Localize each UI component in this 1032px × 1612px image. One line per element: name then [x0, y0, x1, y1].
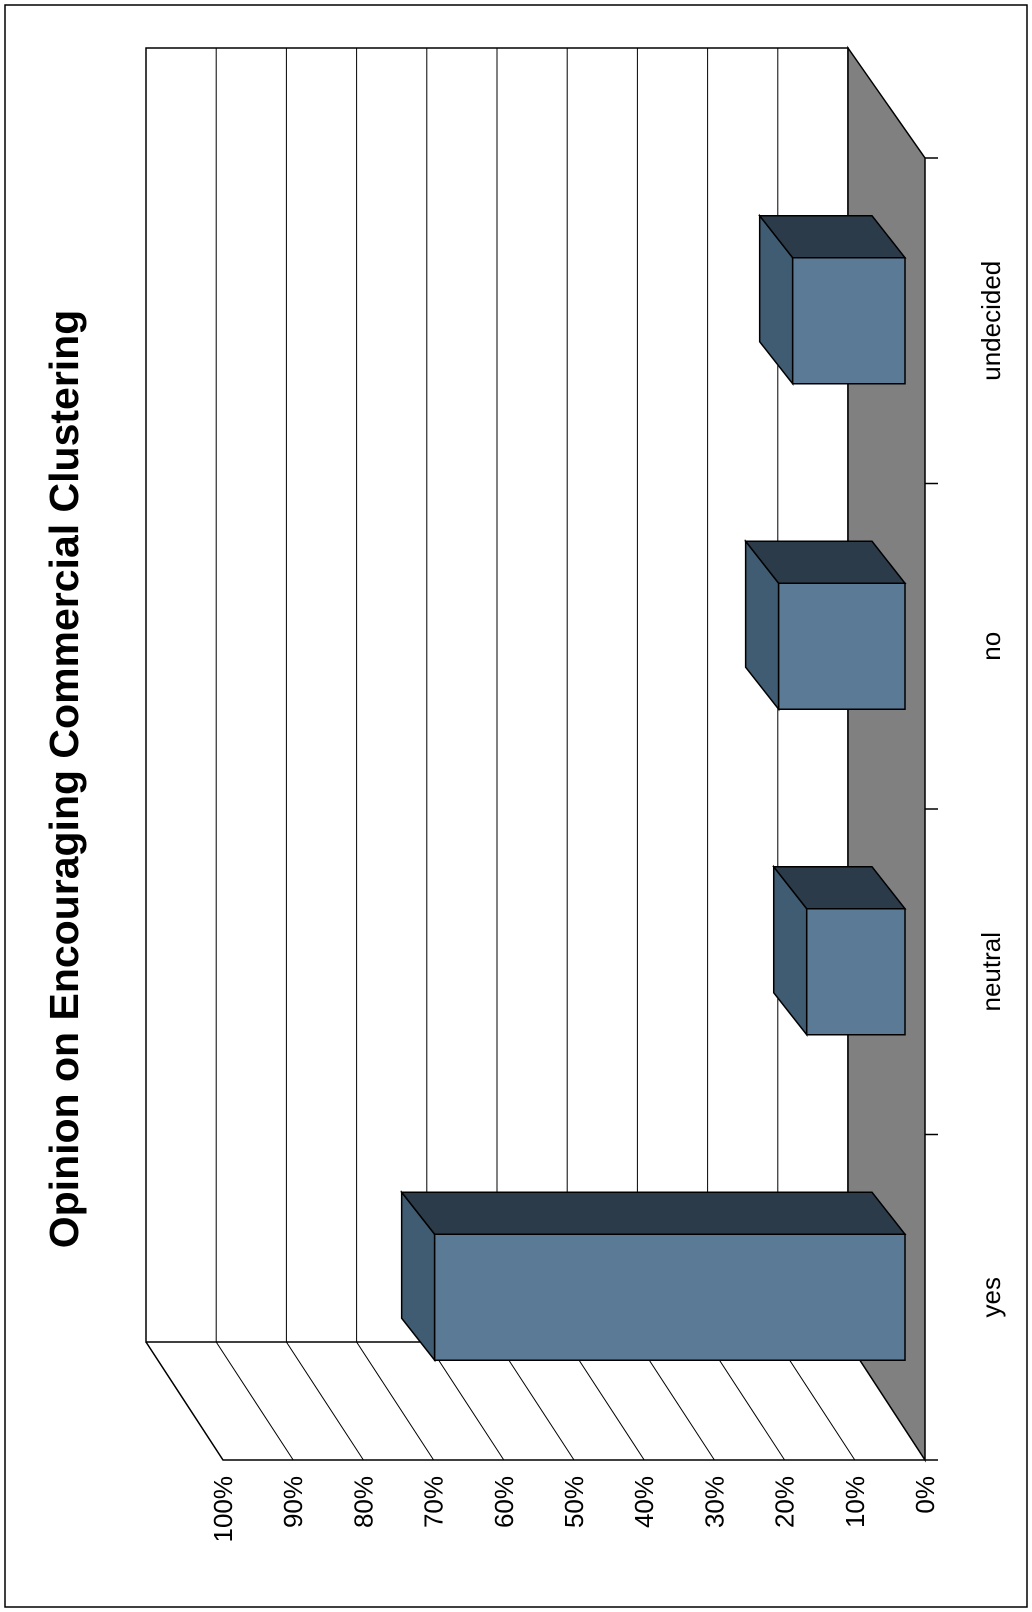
y-tick-label: 20% — [770, 1476, 800, 1528]
gridline-diagonal — [847, 1341, 926, 1461]
gridline-diagonal — [496, 1341, 575, 1461]
x-tick-label: yes — [976, 1277, 1006, 1317]
y-tick-label: 80% — [348, 1476, 378, 1528]
gridline-diagonal — [145, 1341, 224, 1461]
y-tick-label: 0% — [910, 1476, 940, 1514]
chart-title: Opinion on Encouraging Commercial Cluste… — [41, 310, 87, 1249]
bars — [400, 213, 907, 1363]
bar — [433, 1233, 906, 1361]
bar — [805, 908, 906, 1036]
y-tick-label: 100% — [208, 1476, 238, 1543]
gridline-diagonal — [566, 1341, 645, 1461]
y-tick-label: 90% — [278, 1476, 308, 1528]
x-tick-label: no — [976, 632, 1006, 661]
y-tick-label: 30% — [699, 1476, 729, 1528]
y-tick-label: 70% — [419, 1476, 449, 1528]
x-tick-label: neutral — [976, 932, 1006, 1012]
y-tick-label: 60% — [489, 1476, 519, 1528]
gridline-diagonal — [707, 1341, 786, 1461]
gridline-diagonal — [356, 1341, 435, 1461]
y-tick-label: 40% — [629, 1476, 659, 1528]
labels: yes neutral no undecided — [976, 261, 1006, 1318]
gridline-diagonal — [636, 1341, 715, 1461]
x-tick-label: undecided — [976, 261, 1006, 381]
gridline-diagonal — [426, 1341, 505, 1461]
bar-top — [400, 1191, 907, 1235]
gridline-diagonal — [215, 1341, 294, 1461]
bar — [777, 582, 906, 710]
ticks: 0% 10% 20% 30% 40% 50% 60% 70% 80% 90% 100% — [208, 157, 940, 1543]
gridline-diagonal — [285, 1341, 364, 1461]
gridline-diagonal — [777, 1341, 856, 1461]
y-tick-label: 10% — [840, 1476, 870, 1528]
y-tick-label: 50% — [559, 1476, 589, 1528]
bar — [791, 257, 906, 385]
